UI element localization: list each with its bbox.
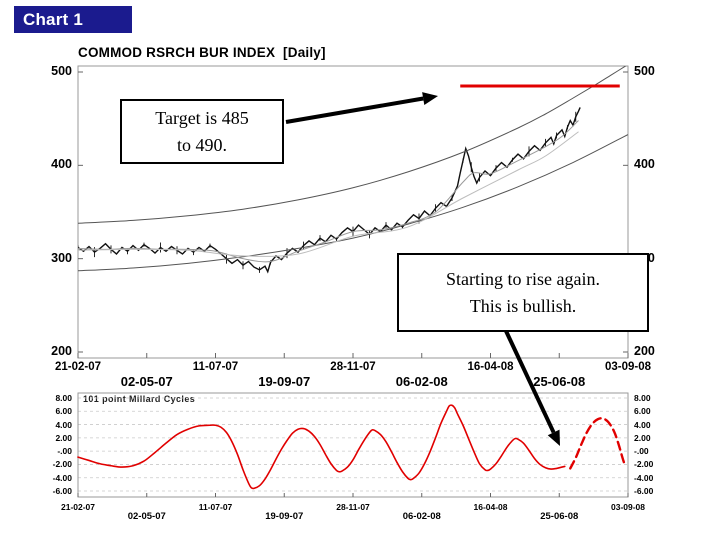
cycles-y-tick-label: 2.00 xyxy=(55,432,72,443)
cycles-plot-border xyxy=(77,392,629,498)
cycles-y-tick-label: -4.00 xyxy=(634,472,654,483)
cycles-y-tick-label: 2.00 xyxy=(634,432,651,443)
bullish-annotation: Starting to rise again. This is bullish. xyxy=(397,253,649,332)
cycles-y-tick-label: -6.00 xyxy=(634,486,654,496)
cycles-x-tick-label: 28-11-07 xyxy=(336,502,370,512)
annotation-arrow-head xyxy=(547,429,560,446)
main-y-tick-label: 300 xyxy=(51,250,72,265)
cycles-x-tick-label: 16-04-08 xyxy=(473,502,508,512)
main-y-tick-label: 400 xyxy=(634,157,655,172)
cycles-x-tick-label: 03-09-08 xyxy=(610,502,646,512)
cycles-x-tick-label: 21-02-07 xyxy=(60,502,96,512)
bullish-annotation-line2: This is bullish. xyxy=(469,295,577,316)
page-title: Chart 1 xyxy=(14,6,132,33)
main-y-tick-label: 200 xyxy=(51,344,72,358)
cycles-y-tick-label: 4.00 xyxy=(55,419,72,430)
cycles-y-tick-label: -.00 xyxy=(634,446,649,457)
cycles-y-tick-label: -2.00 xyxy=(52,459,72,470)
main-x-tick-label: 21-02-07 xyxy=(54,361,102,373)
cycles-x-tick-label: 25-06-08 xyxy=(540,511,579,522)
cycles-x-tick-label: 11-07-07 xyxy=(198,502,233,512)
main-y-tick-label: 200 xyxy=(634,344,655,358)
main-x-tick-label: 06-02-08 xyxy=(395,374,448,389)
cycles-y-tick-label: 8.00 xyxy=(634,393,651,403)
main-x-tick-label: 16-04-08 xyxy=(467,361,514,373)
target-annotation-line2: to 490. xyxy=(176,134,227,155)
main-x-tick-label: 03-09-08 xyxy=(604,361,652,373)
cycles-y-tick-label: -.00 xyxy=(57,446,72,457)
cycles-y-tick-label: 4.00 xyxy=(634,419,651,430)
cycles-y-tick-label: 6.00 xyxy=(634,406,651,417)
cycles-y-tick-label: -6.00 xyxy=(52,486,72,496)
cycles-chart-title: 101 point Millard Cycles xyxy=(83,394,196,404)
cycles-x-tick-label: 06-02-08 xyxy=(402,511,441,522)
main-x-tick-label: 02-05-07 xyxy=(120,374,173,389)
cycles-x-tick-label: 02-05-07 xyxy=(127,511,166,522)
main-x-tick-label: 11-07-07 xyxy=(192,361,239,373)
annotation-arrow-shaft xyxy=(285,96,424,124)
main-y-tick-label: 500 xyxy=(51,64,72,78)
page-title-text: Chart 1 xyxy=(23,9,83,29)
series-millard-cycle xyxy=(77,404,566,490)
target-annotation-line1: Target is 485 xyxy=(155,108,249,129)
cycles-y-tick-label: -4.00 xyxy=(52,472,72,483)
series-projected-cycle xyxy=(569,417,627,470)
main-chart-title: COMMOD RSRCH BUR INDEX [Daily] xyxy=(78,45,326,60)
bullish-annotation-line1: Starting to rise again. xyxy=(446,269,600,290)
main-y-tick-label: 500 xyxy=(634,64,655,78)
main-y-tick-label: 400 xyxy=(51,157,72,172)
cycles-y-tick-label: 6.00 xyxy=(55,406,72,417)
cycles-y-tick-label: 8.00 xyxy=(55,393,72,403)
cycles-y-tick-label: -2.00 xyxy=(634,459,654,470)
main-x-tick-label: 28-11-07 xyxy=(330,361,376,373)
main-x-tick-label: 19-09-07 xyxy=(258,374,311,389)
main-x-tick-label: 25-06-08 xyxy=(533,374,586,389)
cycles-x-tick-label: 19-09-07 xyxy=(265,511,304,522)
annotation-arrow-head xyxy=(422,92,438,105)
target-annotation: Target is 485 to 490. xyxy=(120,99,284,164)
